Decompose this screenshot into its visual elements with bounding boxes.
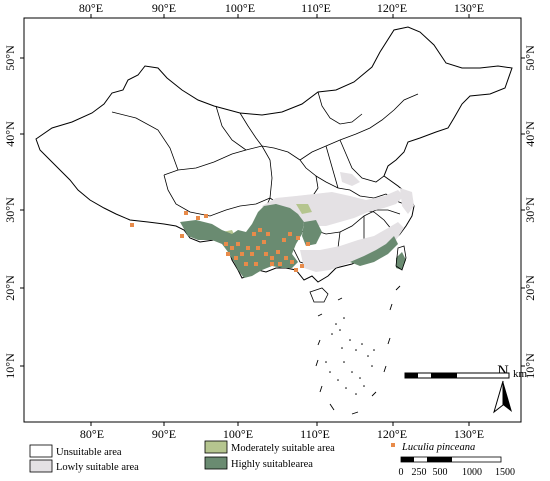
- occurrence-point: [306, 242, 310, 246]
- hainan-island: [309, 287, 329, 303]
- country-outline: [35, 26, 513, 283]
- right-axis: 50°N 40°N 30°N 20°N 10°N: [521, 45, 537, 379]
- occurrence-point: [254, 262, 258, 266]
- left-tick-30: 30°N: [3, 197, 17, 223]
- bottom-tick-130: 130°E: [454, 427, 484, 441]
- legend-swatch-lowly: [29, 459, 53, 473]
- occurrence-point: [246, 246, 250, 250]
- bottom-tick-100: 100°E: [223, 427, 253, 441]
- left-tick-10: 10°N: [3, 353, 17, 379]
- occurrence-point: [180, 234, 184, 238]
- top-axis: 80°E 90°E 100°E 110°E 120°E 130°E: [79, 1, 484, 18]
- legend-label-highly: Highly suitablearea: [231, 459, 313, 470]
- right-tick-40: 40°N: [523, 121, 537, 147]
- legend-swatch-unsuitable: [29, 444, 53, 458]
- south-china-sea-islands: [315, 285, 401, 415]
- occurrence-point: [270, 256, 274, 260]
- taiwan-island: [395, 245, 407, 271]
- top-tick-100: 100°E: [225, 1, 255, 15]
- occurrence-point: [196, 216, 200, 220]
- legend-label-lowly: Lowly suitable area: [56, 462, 139, 473]
- occurrence-point: [266, 232, 270, 236]
- occurrence-point: [230, 246, 234, 250]
- occurrence-point: [270, 262, 274, 266]
- occurrence-point: [282, 238, 286, 242]
- occurrence-point: [240, 252, 244, 256]
- occurrence-point: [226, 252, 230, 256]
- legend-swatch-occurrence: [391, 443, 395, 447]
- occurrence-point: [258, 228, 262, 232]
- scale-tick-0: 0: [399, 467, 404, 478]
- top-tick-90: 90°E: [152, 1, 176, 15]
- top-tick-110: 110°E: [301, 1, 331, 15]
- legend-swatch-moderately: [204, 440, 228, 454]
- scale-legend: 0 250 500 1000 1500: [399, 456, 515, 478]
- bottom-tick-80: 80°E: [80, 427, 104, 441]
- scale-tick-1000: 1000: [462, 467, 482, 478]
- legend-label-unsuitable: Unsuitable area: [56, 447, 122, 458]
- occurrence-point: [290, 260, 294, 264]
- occurrence-point: [184, 211, 188, 215]
- occurrence-point: [236, 242, 240, 246]
- scale-unit: km: [513, 368, 528, 380]
- right-tick-10: 10°N: [523, 353, 537, 379]
- occurrence-point: [262, 240, 266, 244]
- occurrence-point: [294, 268, 298, 272]
- legend-swatch-highly: [204, 456, 228, 470]
- scale-tick-500: 500: [433, 467, 448, 478]
- scale-tick-250: 250: [412, 467, 427, 478]
- occurrence-point: [296, 236, 300, 240]
- bottom-tick-110: 110°E: [300, 427, 330, 441]
- occurrence-point: [224, 242, 228, 246]
- occurrence-point: [256, 246, 260, 250]
- island-dots: [325, 317, 375, 395]
- occurrence-point: [264, 252, 268, 256]
- bottom-axis: 80°E 90°E 100°E 110°E 120°E 130°E: [80, 422, 484, 441]
- left-tick-50: 50°N: [3, 45, 17, 71]
- left-axis: 50°N 40°N 30°N 20°N 10°N: [3, 45, 24, 379]
- right-tick-20: 20°N: [523, 275, 537, 301]
- occurrence-point: [250, 252, 254, 256]
- scale-tick-1500: 1500: [495, 467, 515, 478]
- legend-label-species: Luculia pinceana: [401, 442, 475, 453]
- top-tick-120: 120°E: [377, 1, 407, 15]
- occurrence-point: [234, 256, 238, 260]
- occurrence-point: [204, 214, 208, 218]
- occurrence-point: [288, 232, 292, 236]
- occurrence-point: [300, 264, 304, 268]
- legend-swatches: [29, 440, 395, 473]
- right-tick-30: 30°N: [523, 197, 537, 223]
- left-tick-40: 40°N: [3, 121, 17, 147]
- occurrence-points: [130, 211, 310, 272]
- top-tick-80: 80°E: [79, 1, 103, 15]
- left-tick-20: 20°N: [3, 275, 17, 301]
- occurrence-point: [276, 250, 280, 254]
- scale-bar: km: [404, 368, 528, 380]
- occurrence-point: [130, 223, 134, 227]
- legend-labels: Unsuitable area Lowly suitable area Mode…: [56, 442, 475, 473]
- occurrence-point: [278, 262, 282, 266]
- bottom-tick-90: 90°E: [152, 427, 176, 441]
- occurrence-point: [284, 256, 288, 260]
- bottom-tick-120: 120°E: [377, 427, 407, 441]
- legend-label-moderately: Moderately suitable area: [231, 443, 335, 454]
- top-tick-130: 130°E: [454, 1, 484, 15]
- occurrence-point: [244, 262, 248, 266]
- occurrence-point: [252, 232, 256, 236]
- right-tick-50: 50°N: [523, 45, 537, 71]
